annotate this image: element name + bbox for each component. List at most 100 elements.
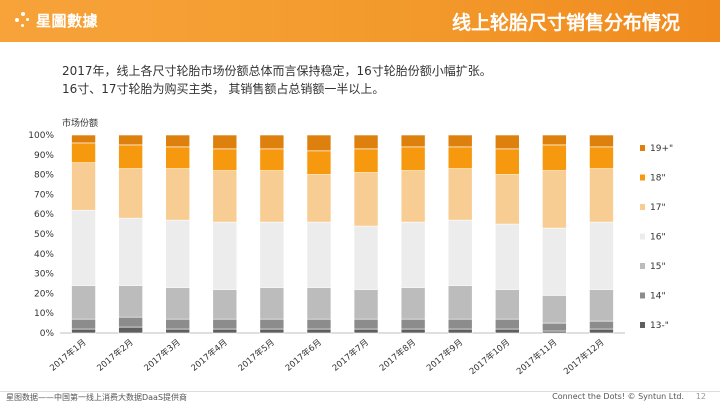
bar-segment [306,287,332,320]
x-tick-label: 2017年8月 [377,337,418,374]
bar-segment [118,326,143,334]
bar-segment [542,295,567,324]
bar-segment [306,221,332,288]
bar-segment [494,318,520,330]
page-title: 线上轮胎尺寸销售分布情况 [451,12,680,34]
bar-segment [589,221,614,290]
bar-segment [259,328,285,334]
bar-segment [306,150,332,175]
bar-segment [400,318,426,330]
y-tick-label: 100% [28,131,54,141]
x-tick-label: 2017年5月 [236,337,277,374]
bar-segment [71,328,96,334]
bar-segment [165,219,191,288]
bar-segment [212,170,238,223]
description-line-1: 2017年，线上各尺寸轮胎市场份额总体而言保持稳定，16寸轮胎份额小幅扩张。 [62,64,492,78]
legend-label: 16" [650,233,666,243]
bar-segment [353,225,379,290]
bar-segment [118,217,143,286]
bar-segment [165,168,191,221]
bar-segment [447,168,473,221]
bar-segment [165,328,191,334]
bar-segment [447,318,473,330]
bar-segment [494,174,520,225]
bar-segment [259,287,285,320]
legend-swatch [640,204,645,210]
bar-segment [259,221,285,288]
y-tick-label: 90% [34,151,54,161]
bar-segment [118,168,143,219]
bar-segment [494,223,520,290]
bar-segment [589,168,614,223]
bar-segment [353,328,379,334]
y-tick-label: 80% [34,171,54,181]
bar-segment [118,134,143,146]
bar-segment [118,316,143,328]
x-tick-label: 2017年4月 [189,337,230,374]
x-tick-label: 2017年3月 [142,337,183,374]
legend-label: 18" [650,174,666,184]
bar-segment [494,134,520,150]
bar-segment [118,285,143,318]
bar-segment [353,289,379,320]
x-tick-label: 2017年11月 [514,337,559,377]
bar-segment [165,287,191,320]
legend-swatch [640,233,645,240]
y-tick-label: 30% [34,270,54,280]
bar-segment [165,318,191,330]
bar-segment [494,148,520,175]
bar-segment [542,322,567,332]
bar-segment [306,328,332,334]
header-bar: 星圖數據 线上轮胎尺寸销售分布情况 [0,0,720,42]
bar-segment [400,134,426,148]
legend-swatch [640,174,645,181]
x-tick-label: 2017年2月 [95,337,136,374]
bar-segment [447,146,473,169]
x-tick-label: 2017年12月 [561,337,606,377]
bar-segment [165,146,191,169]
description-line-2: 16寸、17寸轮胎为购买主类， 其销售额占总销额一半以上。 [62,82,385,96]
bar-segment [212,289,238,320]
legend-label: 14" [650,292,666,302]
bar-segment [542,227,567,296]
bar-segment [447,328,473,334]
bar-segment [212,328,238,334]
brand-name: 星圖數據 [36,11,99,30]
legend-swatch [640,263,645,269]
bar-segment [589,320,614,330]
bar-segment [306,174,332,223]
bar-segment [353,134,379,150]
bar-segment [212,318,238,330]
y-tick-label: 50% [34,230,54,240]
bar-segment [259,148,285,171]
footer-divider [0,391,720,392]
y-tick-label: 60% [34,210,54,220]
bar-segment [542,144,567,171]
bar-segment [71,134,96,144]
legend-swatch [640,292,645,299]
bar-segment [353,318,379,330]
footer-tagline: 星图数据——中国第一线上消费大数据DaaS提供商 [6,393,188,402]
bar-segment [589,134,614,148]
x-tick-label: 2017年10月 [467,337,512,377]
bar-segment [71,285,96,320]
bar-segment [400,146,426,171]
bar-segment [447,285,473,320]
legend-label: 15" [650,262,666,272]
y-tick-label: 40% [34,250,54,260]
y-tick-label: 0% [40,329,55,339]
bar-segment [353,172,379,227]
page-number: 12 [695,392,706,401]
y-tick-label: 20% [34,289,54,299]
bar-segment [589,289,614,322]
bar-segment [447,219,473,286]
y-axis-label: 市场份额 [62,117,98,129]
bar-segment [353,148,379,173]
bar-segment [259,318,285,330]
bar-segment [212,148,238,171]
legend-swatch [640,145,645,151]
bar-segment [259,170,285,223]
bar-segment [494,328,520,334]
